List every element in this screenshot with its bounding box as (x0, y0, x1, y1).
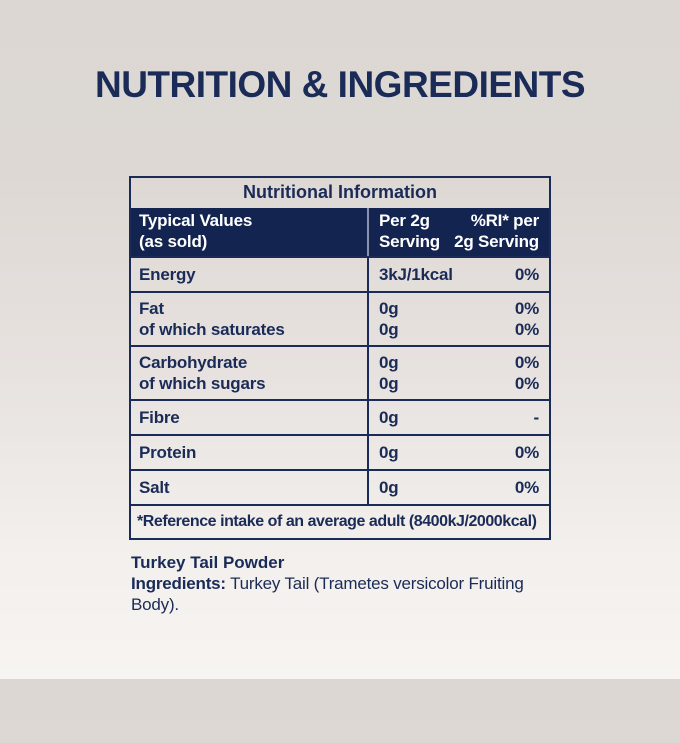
row-label-line: Fat (139, 299, 164, 318)
row-label-line: Carbohydrate (139, 353, 248, 372)
table-row: Fat of which saturates 0g 0g 0% 0% (131, 291, 549, 345)
per-serving-value-line: 0g (379, 408, 399, 427)
row-values: 0g - (367, 401, 549, 434)
table-row: Fibre 0g - (131, 399, 549, 434)
row-label-line: of which saturates (139, 320, 285, 339)
per-serving-value: 0g (379, 477, 399, 498)
row-label: Energy (131, 258, 367, 291)
ri-value-line: 0% (514, 299, 539, 318)
header-ri-line2: 2g Serving (454, 231, 539, 251)
per-serving-value-line: 0g (379, 374, 399, 393)
row-values: 0g 0g 0% 0% (367, 347, 549, 399)
nutrition-rows: Energy 3kJ/1kcal 0% Fat of which saturates 0g… (131, 256, 549, 504)
per-serving-value: 0g 0g (379, 352, 399, 394)
ri-value: 0% (515, 442, 539, 463)
table-row: Salt 0g 0% (131, 469, 549, 504)
table-row: Carbohydrate of which sugars 0g 0g 0% 0% (131, 345, 549, 399)
per-serving-value: 0g 0g (379, 298, 399, 340)
table-row: Protein 0g 0% (131, 434, 549, 469)
row-label-line: Energy (139, 265, 196, 284)
row-label-line: Fibre (139, 408, 180, 427)
per-serving-value-line: 0g (379, 299, 399, 318)
per-serving-value-line: 0g (379, 320, 399, 339)
nutrition-table-title: Nutritional Information (243, 182, 437, 202)
product-name: Turkey Tail Powder (131, 553, 285, 572)
per-serving-value: 3kJ/1kcal (379, 264, 453, 285)
row-label: Carbohydrate of which sugars (131, 347, 367, 399)
ri-value-line: 0% (514, 374, 539, 393)
reference-intake-footnote: *Reference intake of an average adult (8… (131, 504, 549, 538)
header-typical-values-line1: Typical Values (139, 211, 253, 230)
per-serving-value: 0g (379, 407, 399, 428)
ri-value: 0% 0% (515, 298, 539, 340)
ri-value: 0% (515, 264, 539, 285)
per-serving-value-line: 0g (379, 443, 399, 462)
ri-value: 0% (515, 477, 539, 498)
header-typical-values-line2: (as sold) (139, 231, 208, 251)
per-serving-value: 0g (379, 442, 399, 463)
header-value-columns: Per 2g Serving %RI* per 2g Serving (367, 208, 549, 256)
ri-value: - (533, 407, 540, 428)
row-label-line: Protein (139, 443, 197, 462)
header-typical-values: Typical Values (as sold) (131, 208, 367, 256)
row-values: 0g 0g 0% 0% (367, 293, 549, 345)
ri-value-line: 0% (514, 265, 539, 284)
header-per-serving-line1: Per 2g (379, 211, 430, 230)
ingredients-label: Ingredients: (131, 574, 226, 593)
row-values: 3kJ/1kcal 0% (367, 258, 549, 291)
page-title: NUTRITION & INGREDIENTS (94, 64, 586, 105)
nutrition-table: Nutritional Information Typical Values (… (129, 176, 551, 540)
ri-value-line: 0% (514, 320, 539, 339)
per-serving-value-line: 3kJ/1kcal (379, 265, 453, 284)
header-per-serving: Per 2g Serving (379, 211, 440, 252)
ri-value-line: 0% (514, 478, 539, 497)
ri-value-line: 0% (514, 443, 539, 462)
header-ri: %RI* per 2g Serving (454, 211, 539, 252)
header-ri-line1: %RI* per (470, 211, 540, 230)
row-label: Salt (131, 471, 367, 504)
ingredients-line: Ingredients: Turkey Tail (Trametes versi… (131, 573, 552, 615)
ri-value: 0% 0% (515, 352, 539, 394)
row-values: 0g 0% (367, 471, 549, 504)
row-label: Fibre (131, 401, 367, 434)
header-per-serving-line2: Serving (379, 231, 440, 251)
row-label: Protein (131, 436, 367, 469)
ri-value-line: - (533, 408, 540, 427)
row-label: Fat of which saturates (131, 293, 367, 345)
per-serving-value-line: 0g (379, 353, 399, 372)
row-values: 0g 0% (367, 436, 549, 469)
per-serving-value-line: 0g (379, 478, 399, 497)
table-row: Energy 3kJ/1kcal 0% (131, 256, 549, 291)
ingredients-text: Turkey Tail (Trametes versicolor Fruitin… (131, 574, 524, 614)
ingredients-block: Turkey Tail Powder Ingredients: Turkey T… (128, 552, 552, 615)
ri-value-line: 0% (514, 353, 539, 372)
nutrition-table-header: Typical Values (as sold) Per 2g Serving … (131, 208, 549, 256)
row-label-line: of which sugars (139, 374, 266, 393)
row-label-line: Salt (139, 478, 170, 497)
